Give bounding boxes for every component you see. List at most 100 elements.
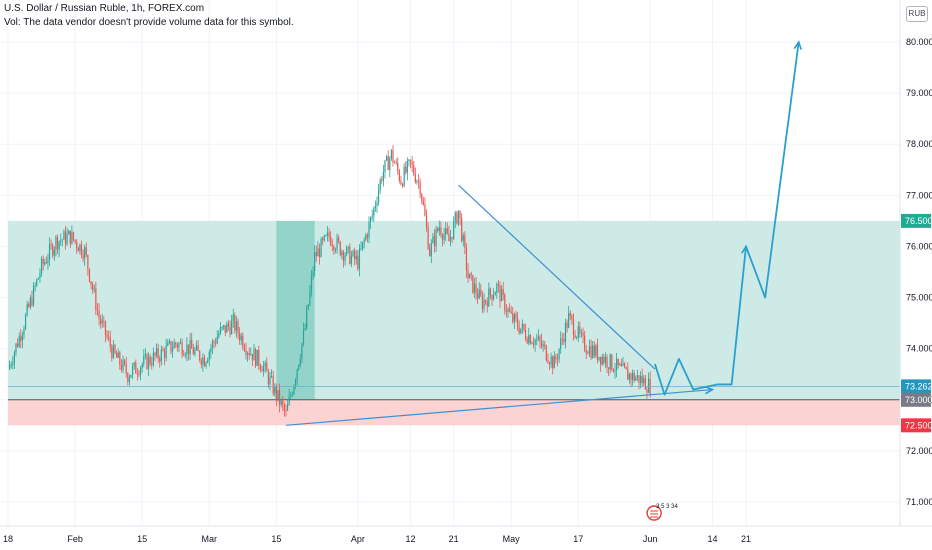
symbol-title[interactable]: U.S. Dollar / Russian Ruble, 1h, FOREX.c…: [4, 3, 205, 14]
candle-body: [393, 162, 396, 164]
candle-body: [278, 390, 281, 405]
candle-body: [437, 228, 439, 231]
candle-body: [52, 245, 54, 256]
projection-peak-arrow: [741, 244, 750, 255]
candle-body: [516, 318, 519, 328]
candle-body: [328, 232, 330, 237]
candle-body: [237, 321, 239, 334]
candle-body: [60, 240, 62, 242]
currency-button[interactable]: RUB: [906, 6, 928, 22]
candle-body: [614, 370, 616, 372]
lines-layer: [8, 40, 900, 426]
candle-body: [293, 385, 295, 395]
candle-body: [143, 356, 145, 365]
candle-body: [373, 207, 375, 216]
candle-body: [58, 241, 60, 250]
candle-body: [229, 326, 231, 335]
candle-body: [496, 284, 498, 293]
candle-body: [74, 239, 76, 242]
candle-body: [580, 333, 583, 334]
candle-body: [603, 356, 605, 363]
candle-body: [173, 342, 175, 349]
candle-body: [545, 345, 547, 361]
candle-body: [534, 339, 536, 345]
candle-body: [330, 236, 332, 246]
candle-body: [50, 244, 52, 246]
y-tick-label: 80.000: [906, 37, 932, 47]
candle-body: [90, 281, 92, 285]
candle-body: [579, 326, 581, 334]
candle-body: [588, 346, 591, 354]
candle-body: [258, 349, 260, 366]
candle-body: [322, 238, 324, 241]
candle-body: [430, 243, 432, 256]
candle-body: [552, 356, 554, 369]
candle-body: [245, 350, 247, 355]
candle-body: [633, 372, 635, 381]
candle-body: [103, 320, 105, 322]
candle-body: [270, 376, 273, 377]
candle-body: [448, 233, 450, 242]
event-badge[interactable]: 3 5 3 34: [646, 504, 679, 521]
candle-body: [157, 348, 159, 359]
candle-body: [194, 349, 196, 355]
candle-body: [248, 353, 250, 356]
candle-body: [144, 354, 146, 357]
candle-body: [536, 339, 538, 341]
candle-body: [550, 356, 552, 365]
candle-body: [592, 345, 594, 358]
candle-body: [500, 288, 503, 302]
candle-body: [66, 234, 68, 245]
candle-body: [37, 277, 39, 280]
candle-body: [596, 345, 599, 360]
candle-body: [318, 248, 321, 258]
candle-body: [331, 245, 333, 247]
candle-body: [564, 322, 567, 342]
candle-body: [80, 244, 83, 256]
candle-body: [598, 356, 600, 360]
price-label-bg: [901, 392, 931, 407]
candle-body: [275, 385, 277, 400]
candle-body: [376, 202, 378, 206]
candle-body: [114, 345, 116, 353]
candle-body: [604, 356, 607, 363]
candle-body: [92, 284, 94, 290]
candle-body: [623, 363, 626, 368]
candle-body: [584, 335, 586, 351]
candle-body: [48, 244, 51, 260]
candle-body: [146, 354, 148, 369]
candle-body: [208, 351, 210, 361]
candle-body: [401, 184, 404, 186]
candle-body: [630, 373, 632, 381]
candle-body: [360, 248, 362, 250]
candle-body: [608, 367, 610, 370]
candle-body: [125, 363, 127, 374]
candle-body: [342, 251, 345, 261]
candle-body: [481, 295, 484, 309]
candle-body: [497, 284, 500, 286]
candle-body: [152, 352, 154, 365]
candle-body: [282, 400, 284, 405]
candle-body: [301, 343, 303, 359]
candle-body: [390, 149, 392, 159]
candle-body: [338, 237, 340, 242]
candle-body: [453, 221, 455, 239]
candle-body: [108, 336, 110, 338]
candle-body: [63, 231, 65, 240]
candle-body: [221, 326, 223, 328]
candle-body: [179, 342, 182, 344]
candle-body: [569, 313, 571, 316]
candle-body: [572, 319, 575, 336]
candle-body: [315, 252, 317, 257]
candle-body: [499, 285, 501, 302]
candle-body: [483, 300, 485, 309]
candle-body: [95, 288, 97, 311]
candle-body: [508, 308, 511, 312]
candle-body: [162, 349, 164, 351]
candle-body: [339, 241, 341, 255]
candle-body: [647, 378, 650, 393]
candle-body: [619, 364, 621, 366]
candle-body: [505, 310, 507, 313]
